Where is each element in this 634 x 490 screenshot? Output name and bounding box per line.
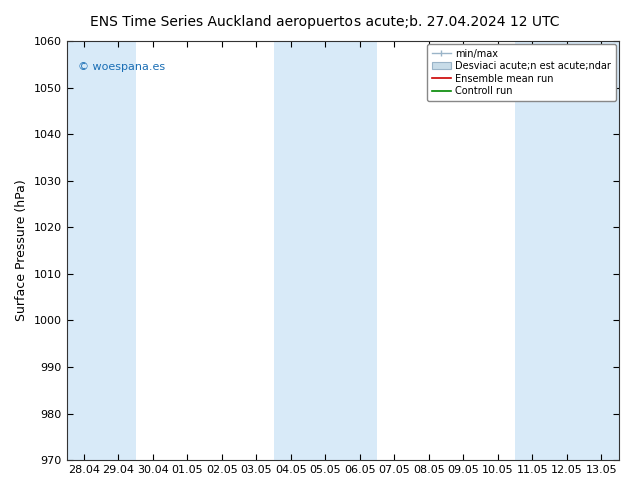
Text: s acute;b. 27.04.2024 12 UTC: s acute;b. 27.04.2024 12 UTC	[354, 15, 559, 29]
Y-axis label: Surface Pressure (hPa): Surface Pressure (hPa)	[15, 180, 28, 321]
Text: © woespana.es: © woespana.es	[77, 62, 165, 72]
Legend: min/max, Desviaci acute;n est acute;ndar, Ensemble mean run, Controll run: min/max, Desviaci acute;n est acute;ndar…	[427, 44, 616, 101]
Bar	[550, 41, 584, 460]
Bar	[67, 41, 101, 460]
Text: ENS Time Series Auckland aeropuerto: ENS Time Series Auckland aeropuerto	[91, 15, 353, 29]
Bar	[273, 41, 308, 460]
Bar	[515, 41, 550, 460]
Bar	[584, 41, 619, 460]
Bar	[101, 41, 136, 460]
Bar	[342, 41, 377, 460]
Bar	[308, 41, 342, 460]
